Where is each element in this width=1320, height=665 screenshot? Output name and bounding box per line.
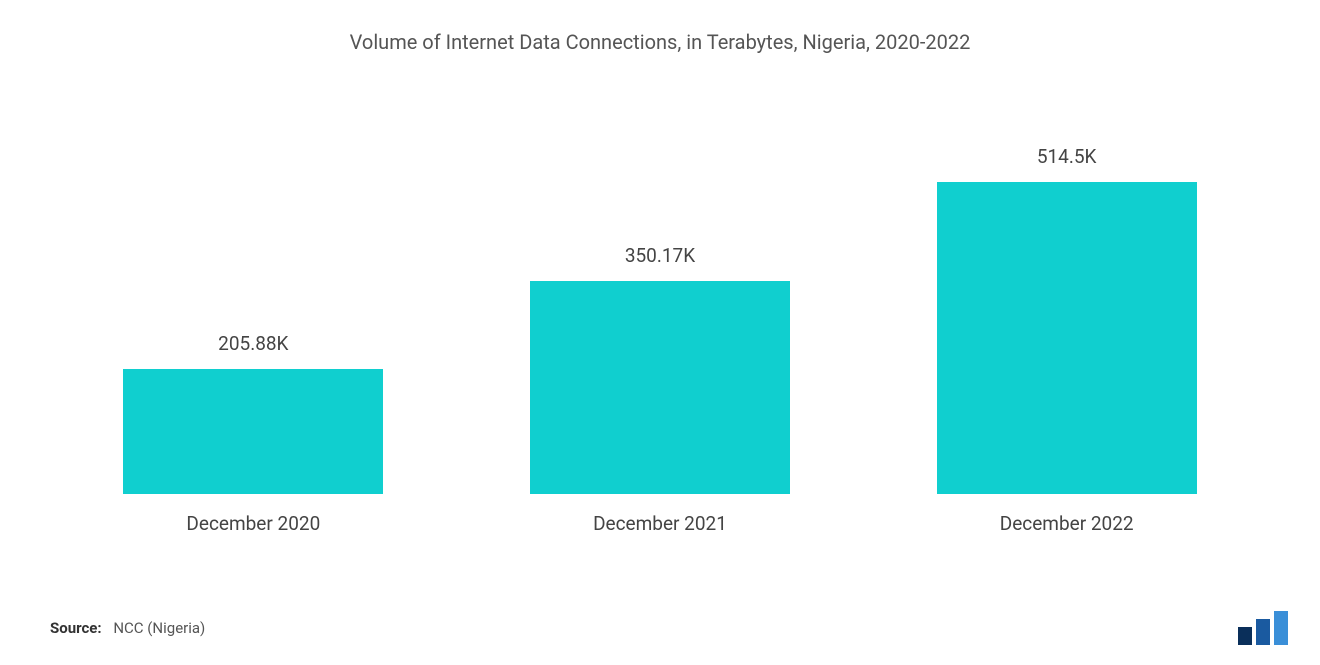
bars-row: 205.88K 350.17K 514.5K [50,74,1270,494]
source-label: Source: [50,619,102,637]
x-axis-category-label: December 2022 [917,504,1217,535]
bar-value-label: 205.88K [218,332,288,355]
chart-container: Volume of Internet Data Connections, in … [0,0,1320,665]
bar-rect [123,369,383,494]
bar-group: 350.17K [510,244,810,494]
source-value: NCC (Nigeria) [113,619,205,637]
chart-title: Volume of Internet Data Connections, in … [50,30,1270,54]
bar-rect [530,281,790,494]
bar-group: 514.5K [917,145,1217,494]
x-axis-category-label: December 2021 [510,504,810,535]
bar-value-label: 514.5K [1037,145,1097,168]
source-attribution: Source: NCC (Nigeria) [50,619,205,637]
x-axis-category-label: December 2020 [103,504,403,535]
bar-group: 205.88K [103,332,403,494]
bar-value-label: 350.17K [625,244,695,267]
plot-area: 205.88K350.17K514.5K December 2020Decemb… [50,74,1270,544]
bar-rect [937,182,1197,494]
brand-logo-icon [1236,609,1290,645]
x-axis-labels: December 2020 December 2021 December 2022 [50,504,1270,544]
